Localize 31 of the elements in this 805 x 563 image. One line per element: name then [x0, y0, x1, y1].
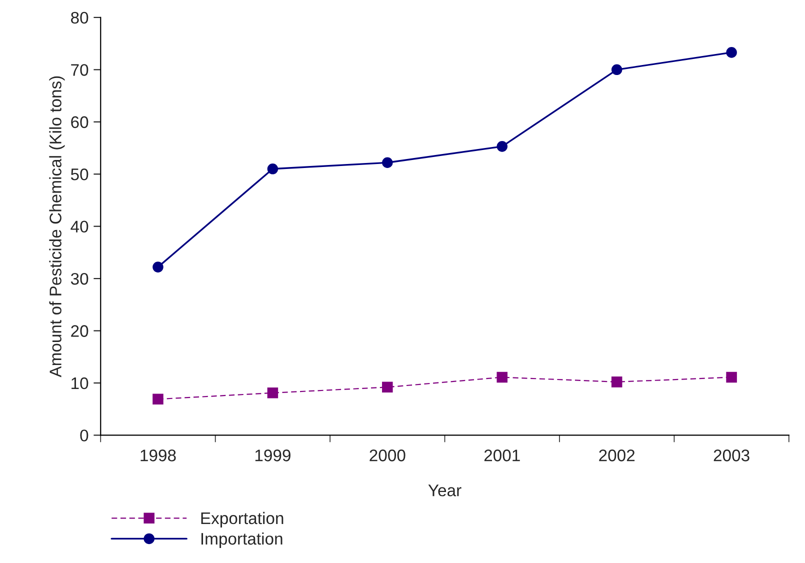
point — [496, 141, 508, 152]
point — [496, 372, 508, 383]
y-tick-label: 30 — [70, 272, 88, 285]
x-axis-title: Year — [428, 484, 462, 496]
point — [726, 47, 737, 58]
x-tick-label: 2002 — [599, 450, 635, 462]
y-tick-label: 10 — [72, 377, 88, 390]
point — [382, 382, 393, 393]
x-tick-label: 1998 — [140, 450, 176, 462]
x-tick-label: 2001 — [484, 450, 520, 462]
y-tick-label: 50 — [70, 168, 88, 180]
point — [267, 388, 278, 398]
x-tick-label: 2003 — [714, 450, 750, 462]
point — [267, 164, 278, 174]
y-tick-label: 60 — [71, 116, 88, 128]
point — [611, 376, 622, 388]
point — [611, 64, 622, 76]
legend-label: Exportation — [201, 512, 284, 528]
y-tick-label: 70 — [71, 64, 88, 76]
x-tick-label: 2000 — [370, 450, 406, 462]
point — [152, 394, 164, 405]
y-tick-label: 40 — [70, 220, 88, 233]
x-tick-label: 1999 — [255, 450, 290, 462]
point — [726, 372, 737, 383]
y-axis-title: Amount of Pesticide Chemical (Kilo tons) — [49, 76, 65, 378]
y-tick-label: 0 — [80, 430, 88, 442]
legend-label: Importation — [201, 532, 282, 548]
point — [152, 262, 164, 272]
y-tick-label: 80 — [71, 12, 88, 24]
point — [382, 157, 393, 168]
y-tick-label: 20 — [71, 325, 88, 337]
